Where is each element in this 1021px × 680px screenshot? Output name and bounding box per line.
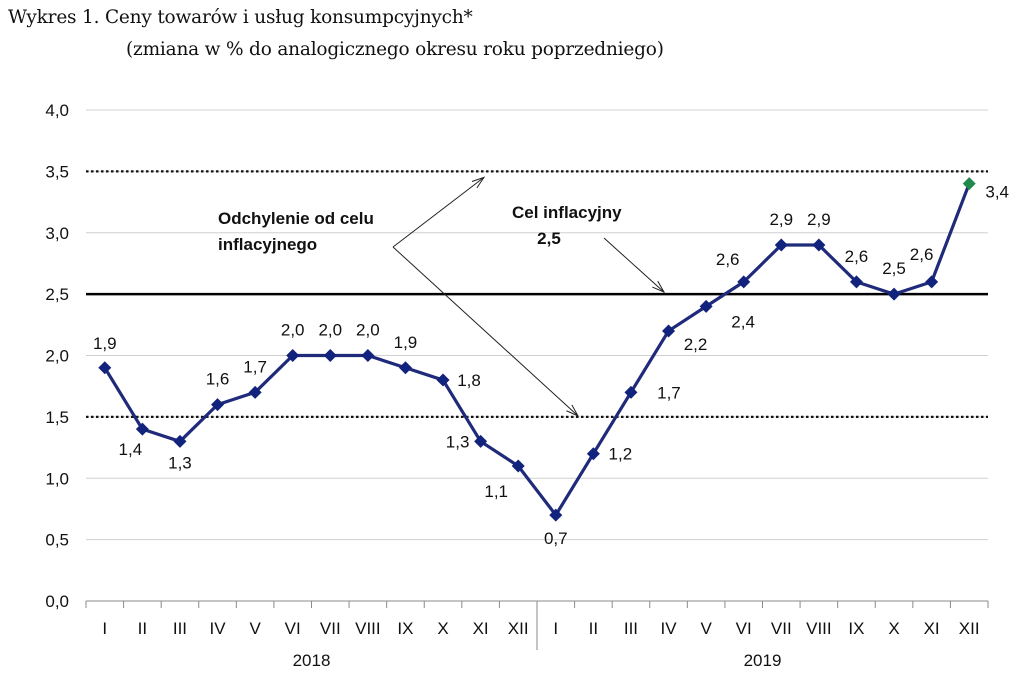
data-label: 1,6: [206, 370, 230, 389]
arrow-to-upper-band: [392, 177, 484, 248]
data-label: 2,9: [807, 210, 831, 229]
x-tick-label: II: [138, 619, 147, 638]
data-label: 1,7: [243, 357, 267, 376]
arrow-to-target: [603, 237, 664, 292]
target-annotation-line1: Cel inflacyjny: [512, 203, 622, 222]
data-label: 0,7: [544, 529, 568, 548]
series-line: [103, 183, 971, 517]
data-label: 2,0: [356, 321, 380, 340]
data-point: [737, 275, 751, 289]
year-label: 2018: [293, 651, 331, 670]
y-tick-label: 2,0: [45, 347, 69, 366]
y-tick-label: 2,5: [45, 285, 69, 304]
data-point: [286, 349, 300, 362]
data-point: [774, 238, 788, 252]
x-tick-label: III: [173, 619, 187, 638]
y-tick-label: 3,5: [45, 162, 69, 181]
data-label: 2,5: [882, 259, 906, 278]
band-annotation-line2: inflacyjnego: [218, 235, 317, 254]
data-point: [662, 324, 676, 338]
target-annotation-line2: 2,5: [537, 229, 561, 248]
y-tick-label: 0,5: [45, 531, 69, 550]
data-label: 2,2: [684, 335, 708, 354]
data-label: 1,9: [394, 333, 418, 352]
data-label: 3,4: [985, 183, 1009, 202]
data-label: 2,4: [731, 312, 755, 331]
y-tick-label: 1,5: [45, 408, 69, 427]
x-tick-label: VI: [285, 619, 301, 638]
x-tick-label: VIII: [355, 619, 381, 638]
data-label: 1,8: [457, 371, 481, 390]
y-tick-label: 1,0: [45, 469, 69, 488]
x-tick-label: IV: [210, 619, 227, 638]
x-tick-label: IX: [397, 619, 413, 638]
data-point: [398, 361, 412, 375]
data-point: [699, 299, 713, 313]
data-point: [436, 373, 450, 387]
data-label: 2,6: [910, 245, 934, 264]
data-label: 2,0: [281, 321, 305, 340]
band-annotation-line1: Odchylenie od celu: [218, 209, 374, 228]
data-point: [98, 361, 112, 375]
data-label: 1,3: [168, 453, 192, 472]
data-point: [849, 275, 863, 289]
x-tick-label: XII: [508, 619, 529, 638]
data-point: [962, 177, 976, 191]
x-tick-label: VIII: [806, 619, 832, 638]
x-tick-label: X: [888, 619, 899, 638]
data-label: 1,2: [609, 445, 633, 464]
x-tick-label: XI: [473, 619, 489, 638]
data-label: 2,6: [716, 250, 740, 269]
data-point: [549, 508, 563, 522]
data-label: 1,7: [657, 383, 681, 402]
data-point: [511, 459, 525, 473]
y-tick-label: 0,0: [45, 592, 69, 611]
data-point: [135, 422, 149, 436]
x-tick-label: V: [249, 619, 261, 638]
x-tick-label: XII: [959, 619, 980, 638]
x-tick-label: X: [437, 619, 448, 638]
data-point: [925, 275, 939, 289]
data-label: 1,3: [446, 432, 470, 451]
data-point: [248, 385, 262, 399]
data-point: [323, 349, 337, 362]
chart-subtitle: (zmiana w % do analogicznego okresu roku…: [126, 39, 664, 60]
year-label: 2019: [744, 651, 782, 670]
x-tick-label: VII: [771, 619, 792, 638]
data-label: 1,4: [119, 440, 143, 459]
y-tick-label: 3,0: [45, 224, 69, 243]
data-point: [586, 447, 600, 461]
data-label: 1,9: [93, 334, 117, 353]
x-tick-label: IX: [848, 619, 864, 638]
y-tick-label: 4,0: [45, 101, 69, 120]
data-point: [474, 434, 488, 448]
x-tick-label: V: [700, 619, 712, 638]
x-tick-label: III: [624, 619, 638, 638]
x-tick-label: VII: [320, 619, 341, 638]
data-point: [624, 385, 638, 399]
x-tick-label: IV: [661, 619, 678, 638]
x-tick-label: I: [553, 619, 558, 638]
data-point: [211, 398, 225, 412]
chart-title: Wykres 1. Ceny towarów i usług konsumpcy…: [8, 7, 473, 28]
data-label: 2,9: [769, 210, 793, 229]
arrow-to-lower-band: [392, 246, 578, 416]
data-label: 2,6: [845, 247, 869, 266]
data-label: 1,1: [484, 482, 508, 501]
data-point: [361, 349, 375, 362]
x-tick-label: I: [102, 619, 107, 638]
data-point: [812, 238, 826, 252]
data-point: [887, 287, 901, 301]
x-tick-label: II: [589, 619, 598, 638]
x-tick-label: VI: [736, 619, 752, 638]
x-tick-label: XI: [924, 619, 940, 638]
data-point: [173, 434, 187, 448]
data-label: 2,0: [318, 321, 342, 340]
